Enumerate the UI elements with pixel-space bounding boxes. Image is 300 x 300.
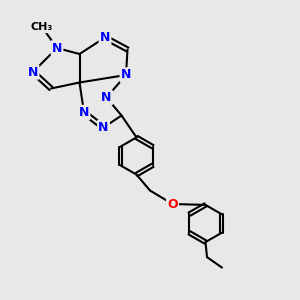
- Text: N: N: [98, 121, 109, 134]
- Text: N: N: [100, 31, 110, 44]
- Text: N: N: [79, 106, 89, 119]
- Text: N: N: [121, 68, 131, 82]
- Text: CH₃: CH₃: [31, 22, 53, 32]
- Text: O: O: [167, 197, 178, 211]
- Text: N: N: [28, 65, 38, 79]
- Text: N: N: [101, 91, 112, 104]
- Text: N: N: [52, 41, 62, 55]
